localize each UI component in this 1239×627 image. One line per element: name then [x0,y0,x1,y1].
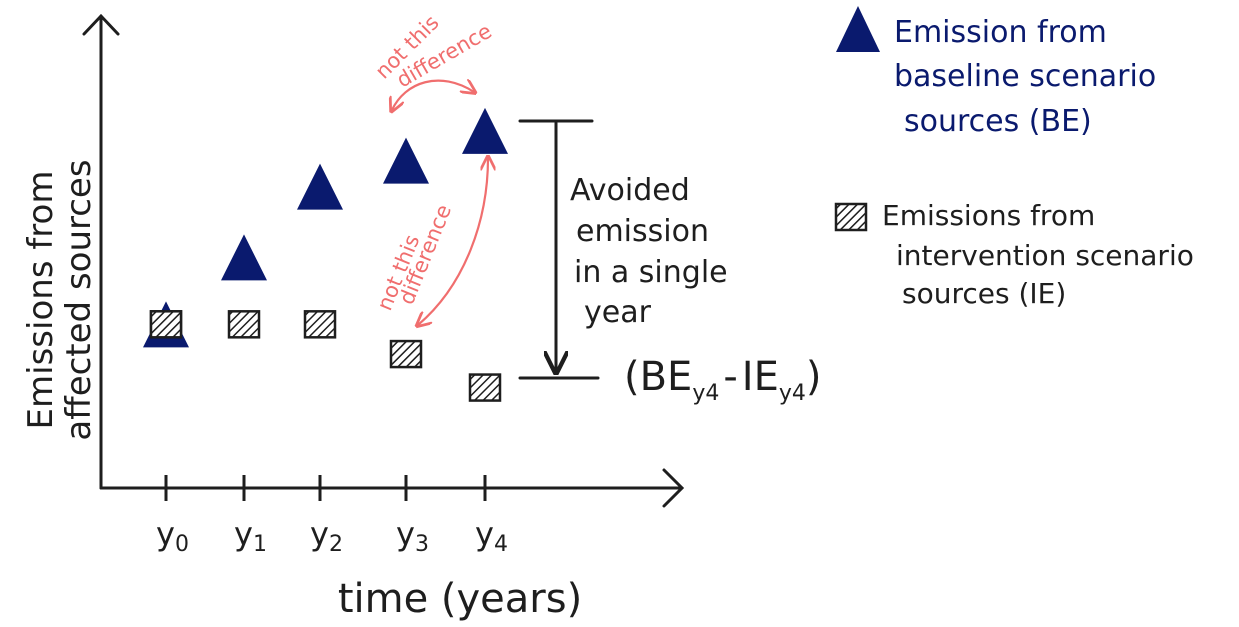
legend-triangle-icon [836,6,880,52]
x-tick-label: y4 [475,515,508,557]
avoided-line-3: in a single [574,255,728,290]
ie-point [468,373,502,402]
avoided-line-4: year [584,295,652,330]
formula-open: ( [624,354,640,400]
series-ie [149,310,502,402]
legend-item-ie: Emissions from intervention scenario sou… [834,199,1194,310]
be-point [383,137,429,184]
series-be [143,107,508,348]
be-point [297,163,343,210]
be-point [221,234,267,281]
legend-ie-line-3: sources (IE) [902,277,1066,310]
not-this-top-arrow [392,81,474,110]
y-axis-arrowhead [82,13,120,36]
legend-be-line-1: Emission from [894,15,1107,50]
legend-item-be: Emission from baseline scenario sources … [836,6,1156,139]
legend: Emission from baseline scenario sources … [834,6,1194,310]
x-tick-labels: y0 y1 y2 y3 y4 [156,515,508,557]
x-tick-label: y3 [396,515,429,557]
legend-be-line-3: sources (BE) [904,104,1092,139]
avoided-bracket [518,119,600,380]
avoided-formula: (BEy4- IEy4) [624,354,822,406]
x-tick-label: y1 [234,515,267,557]
legend-ie-line-1: Emissions from [882,199,1095,232]
formula-close: ) [806,354,822,400]
x-tick-label: y0 [156,515,189,557]
formula-ie: IE [742,354,779,400]
y-axis-label-line-1: Emissions from [21,171,61,430]
be-point [462,107,508,154]
formula-be: BE [640,354,693,400]
x-ticks [164,475,487,501]
x-axis-label: time (years) [338,576,582,622]
formula-ie-sub: y4 [779,381,806,406]
legend-ie-line-2: intervention scenario [896,239,1194,272]
ie-point [303,310,337,339]
not-this-mid-arrow [418,158,488,325]
ie-point [389,339,423,369]
formula-be-sub: y4 [692,381,719,406]
x-tick-label: y2 [310,515,343,557]
axes [82,13,685,508]
y-axis-label-line-2: affected sources [59,159,99,440]
y-axis-label: Emissions from affected sources [21,159,99,440]
avoided-line-2: emission [576,214,709,249]
formula-minus: - [723,354,737,400]
legend-hatched-square-icon [834,202,868,232]
avoided-emission-label: Avoided emission in a single year [570,173,728,330]
ie-point [227,310,261,339]
ie-point [149,310,183,339]
x-axis-arrowhead [662,468,685,508]
avoided-line-1: Avoided [570,173,690,208]
legend-be-line-2: baseline scenario [894,59,1156,94]
